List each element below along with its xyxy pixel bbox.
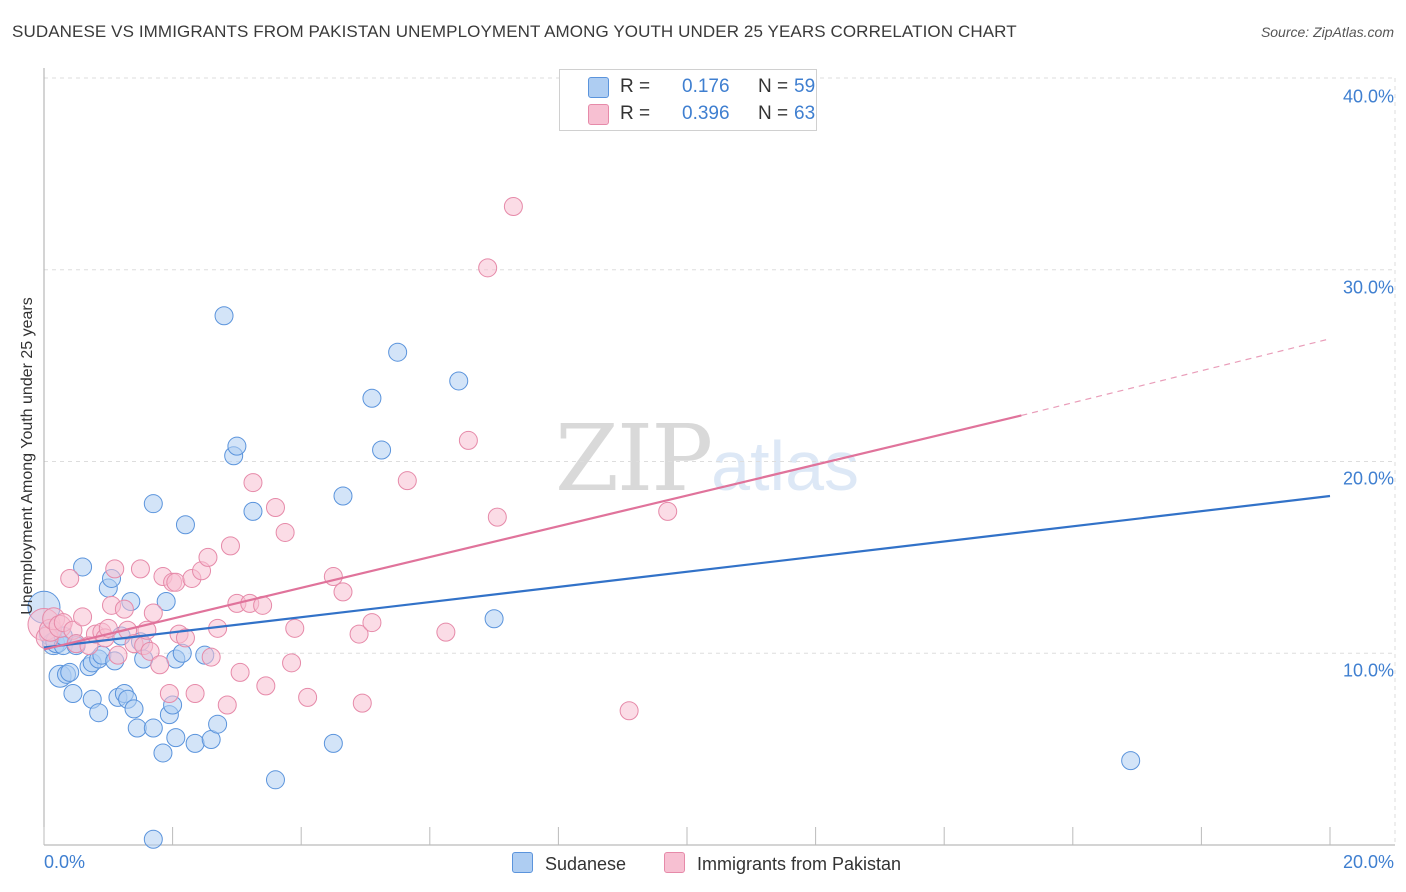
pakistan-point-54: [349, 624, 369, 644]
pakistan-point-57: [397, 471, 417, 491]
r-label: R =: [620, 76, 651, 97]
sudanese-legend-swatch: [512, 852, 533, 873]
sudanese-point-29: [143, 494, 163, 514]
sudanese-point-25: [124, 699, 144, 719]
series-legend-sudanese: Sudanese: [512, 852, 626, 875]
sudanese-point-42: [208, 714, 228, 734]
series-legend-pakistan: Immigrants from Pakistan: [664, 852, 901, 875]
sudanese-point-31: [153, 743, 173, 763]
sudanese-point-52: [388, 342, 408, 362]
sudanese-point-30: [143, 718, 163, 738]
pakistan-point-18: [114, 599, 134, 619]
pakistan-trend-extension: [1021, 338, 1331, 417]
source-credit: Source: ZipAtlas.com: [1260, 24, 1394, 40]
y-tick-label-30: 30.0%: [1342, 277, 1394, 298]
pakistan-point-50: [285, 618, 305, 638]
pakistan-point-42: [230, 662, 250, 682]
sudanese-point-47: [265, 770, 285, 790]
sudanese-point-55: [1121, 751, 1141, 771]
y-axis-label: Unemployment Among Youth under 25 years: [19, 297, 36, 615]
pakistan-point-64: [619, 701, 639, 721]
pakistan-point-55: [352, 693, 372, 713]
pakistan-point-36: [198, 547, 218, 567]
sudanese-point-38: [175, 515, 195, 535]
pakistan-point-58: [436, 622, 456, 642]
pakistan-point-52: [323, 567, 343, 587]
pakistan-point-25: [143, 603, 163, 623]
watermark-atlas: atlas: [711, 427, 860, 505]
sudanese-point-35: [166, 728, 186, 748]
pakistan-point-32: [175, 628, 195, 648]
pakistan-swatch: [588, 104, 609, 125]
pakistan-legend-swatch: [664, 852, 685, 873]
sudanese-point-26: [127, 718, 147, 738]
x-tick-label-max: 20.0%: [1342, 852, 1394, 872]
pakistan-point-37: [201, 647, 221, 667]
correlation-legend: R = 0.176 N = 59 R = 0.396 N = 63: [559, 69, 817, 131]
n-label: N =: [758, 103, 789, 124]
pakistan-legend-label: Immigrants from Pakistan: [697, 854, 902, 874]
pakistan-point-46: [256, 676, 276, 696]
r-label: R =: [620, 103, 651, 124]
n-value: 59: [794, 76, 816, 97]
r-value: 0.396: [682, 103, 730, 124]
pakistan-point-21: [130, 559, 150, 579]
pakistan-point-61: [478, 258, 498, 278]
pakistan-point-40: [220, 536, 240, 556]
sudanese-point-50: [362, 388, 382, 408]
pakistan-point-63: [503, 196, 523, 216]
pakistan-point-24: [140, 641, 160, 661]
pakistan-point-56: [362, 613, 382, 633]
sudanese-point-8: [63, 684, 83, 704]
sudanese-legend-label: Sudanese: [545, 854, 627, 874]
n-label: N =: [758, 76, 789, 97]
y-tick-label-40: 40.0%: [1342, 86, 1394, 107]
y-tick-label-20: 20.0%: [1342, 468, 1394, 489]
x-tick-label-min: 0.0%: [44, 852, 86, 872]
watermark-zip: ZIP: [555, 405, 713, 512]
pakistan-trend-line: [43, 414, 1022, 651]
pakistan-point-17: [108, 645, 128, 665]
pakistan-point-6: [60, 568, 80, 588]
sudanese-point-45: [227, 436, 247, 456]
pakistan-point-47: [265, 498, 285, 518]
sudanese-point-46: [243, 501, 263, 521]
sudanese-point-48: [323, 733, 343, 753]
pakistan-point-28: [159, 684, 179, 704]
y-tick-label-10: 10.0%: [1342, 660, 1394, 681]
pakistan-point-48: [275, 522, 295, 542]
pakistan-point-60: [487, 507, 507, 527]
r-value: 0.176: [682, 76, 730, 97]
sudanese-point-39: [185, 733, 205, 753]
pakistan-point-53: [333, 582, 353, 602]
sudanese-swatch: [588, 77, 609, 98]
pakistan-point-9: [73, 607, 93, 627]
sudanese-trend-line: [43, 494, 1331, 649]
chart-title: SUDANESE VS IMMIGRANTS FROM PAKISTAN UNE…: [12, 22, 1017, 41]
pakistan-point-62: [658, 501, 678, 521]
pakistan-point-34: [185, 684, 205, 704]
pakistan-point-51: [298, 687, 318, 707]
sudanese-point-10: [73, 557, 93, 577]
pakistan-point-26: [150, 655, 170, 675]
sudanese-point-7: [60, 662, 80, 682]
sudanese-point-51: [372, 440, 392, 460]
sudanese-point-37: [172, 643, 192, 663]
pakistan-point-59: [458, 430, 478, 450]
n-value: 63: [794, 103, 816, 124]
sudanese-point-32: [156, 591, 176, 611]
pakistan-point-49: [282, 653, 302, 673]
pakistan-point-16: [105, 559, 125, 579]
sudanese-point-43: [214, 306, 234, 326]
sudanese-point-56: [143, 829, 163, 849]
pakistan-point-44: [243, 473, 263, 493]
sudanese-point-53: [449, 371, 469, 391]
pakistan-point-30: [166, 572, 186, 592]
sudanese-point-49: [333, 486, 353, 506]
watermark-logo: ZIPatlas: [555, 405, 859, 512]
sudanese-point-15: [89, 703, 109, 723]
sudanese-point-54: [484, 609, 504, 629]
pakistan-point-39: [217, 695, 237, 715]
